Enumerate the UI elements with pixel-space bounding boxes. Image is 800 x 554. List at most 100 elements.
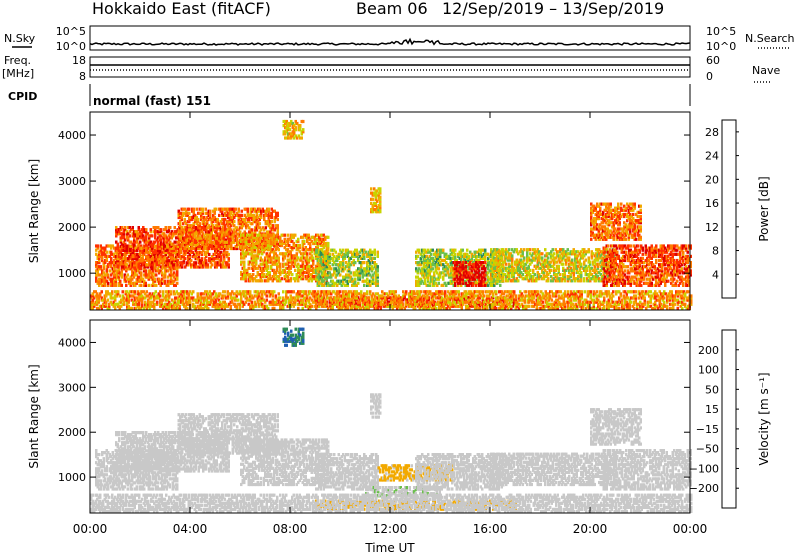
data-cell	[278, 248, 281, 251]
data-cell	[208, 253, 211, 256]
data-cell	[294, 234, 297, 237]
data-cell	[197, 218, 200, 221]
data-cell	[339, 273, 342, 276]
data-cell	[154, 278, 157, 281]
data-cell	[248, 267, 251, 270]
nsearch-label: N.Search	[745, 32, 795, 45]
data-cell	[201, 257, 204, 260]
data-cell	[110, 257, 113, 260]
cpid-panel: CPID normal (fast) 151	[8, 84, 690, 108]
data-cell	[277, 212, 280, 215]
data-cell	[418, 249, 421, 252]
data-cell	[296, 252, 299, 255]
data-cell	[430, 253, 433, 256]
data-cell	[188, 212, 191, 215]
data-cell	[140, 284, 143, 287]
data-cell	[327, 249, 330, 252]
scatter-region	[453, 261, 487, 287]
data-cell	[354, 261, 357, 264]
data-cell	[290, 277, 293, 280]
data-cell	[284, 234, 287, 237]
data-cell	[145, 282, 148, 285]
data-cell	[217, 218, 220, 221]
data-cell	[129, 234, 132, 237]
data-cell	[297, 238, 300, 241]
data-cell	[454, 249, 457, 252]
data-cell	[226, 241, 229, 244]
data-cell	[377, 273, 380, 276]
data-cell	[174, 226, 177, 229]
data-cell	[100, 265, 103, 268]
data-cell	[468, 255, 471, 258]
data-cell	[357, 282, 360, 285]
data-cell	[132, 226, 135, 229]
data-cell	[271, 220, 274, 223]
data-cell	[211, 263, 214, 266]
scatter-region	[315, 249, 379, 287]
nsky-panel: N.Sky 10^5 10^0 10^5 10^0 N.Search	[4, 25, 795, 53]
data-cell	[277, 224, 280, 227]
freq-panel: Freq. [MHz] 18 8 60 0 Nave	[2, 54, 780, 83]
data-cell	[193, 208, 196, 211]
data-cell	[291, 273, 294, 276]
data-cell	[165, 226, 168, 229]
data-cell	[465, 265, 468, 268]
data-cell	[169, 226, 172, 229]
data-cell	[148, 284, 151, 287]
data-cell	[278, 256, 281, 259]
data-cell	[442, 249, 445, 252]
data-cell	[462, 249, 465, 252]
data-cell	[294, 269, 297, 272]
data-cell	[203, 228, 206, 231]
cpid-mode: normal (fast) 151	[93, 94, 211, 108]
radar-figure: N.Sky 10^5 10^0 10^5 10^0 N.Search Freq.…	[0, 0, 800, 554]
data-cell	[145, 228, 148, 231]
data-cell	[350, 271, 353, 274]
data-cell	[126, 263, 129, 266]
data-cell	[97, 244, 100, 247]
data-cell	[139, 241, 142, 244]
data-cell	[267, 265, 270, 268]
data-cell	[299, 244, 302, 247]
data-cell	[178, 241, 181, 244]
data-cell	[140, 271, 143, 274]
data-cell	[215, 245, 218, 248]
data-cell	[150, 228, 153, 231]
data-cell	[107, 273, 110, 276]
data-cell	[354, 278, 357, 281]
data-cell	[195, 261, 198, 264]
data-cell	[188, 247, 191, 250]
data-cell	[124, 226, 127, 229]
data-cell	[119, 280, 122, 283]
data-cell	[218, 214, 221, 217]
data-cell	[363, 261, 366, 264]
data-cell	[145, 269, 148, 272]
data-cell	[281, 277, 284, 280]
data-cell	[145, 247, 148, 250]
data-cell	[287, 234, 290, 237]
data-cell	[261, 279, 264, 282]
data-cell	[432, 267, 435, 270]
data-cell	[252, 242, 255, 245]
data-cell	[207, 263, 210, 266]
data-cell	[438, 267, 441, 270]
data-cell	[235, 208, 238, 211]
data-cell	[156, 261, 159, 264]
data-cell	[432, 249, 435, 252]
data-cell	[466, 249, 469, 252]
data-cell	[199, 245, 202, 248]
freq-tick-bottom: 8	[79, 70, 86, 83]
data-cell	[239, 230, 242, 233]
data-cell	[258, 244, 261, 247]
data-cell	[303, 240, 306, 243]
data-cell	[176, 282, 179, 285]
nsky-trace	[90, 39, 690, 45]
data-cell	[342, 249, 345, 252]
data-cell	[107, 282, 110, 285]
data-cell	[377, 251, 380, 254]
data-cell	[302, 261, 305, 264]
data-cell	[211, 245, 214, 248]
data-cell	[277, 218, 280, 221]
data-cell	[259, 222, 262, 225]
